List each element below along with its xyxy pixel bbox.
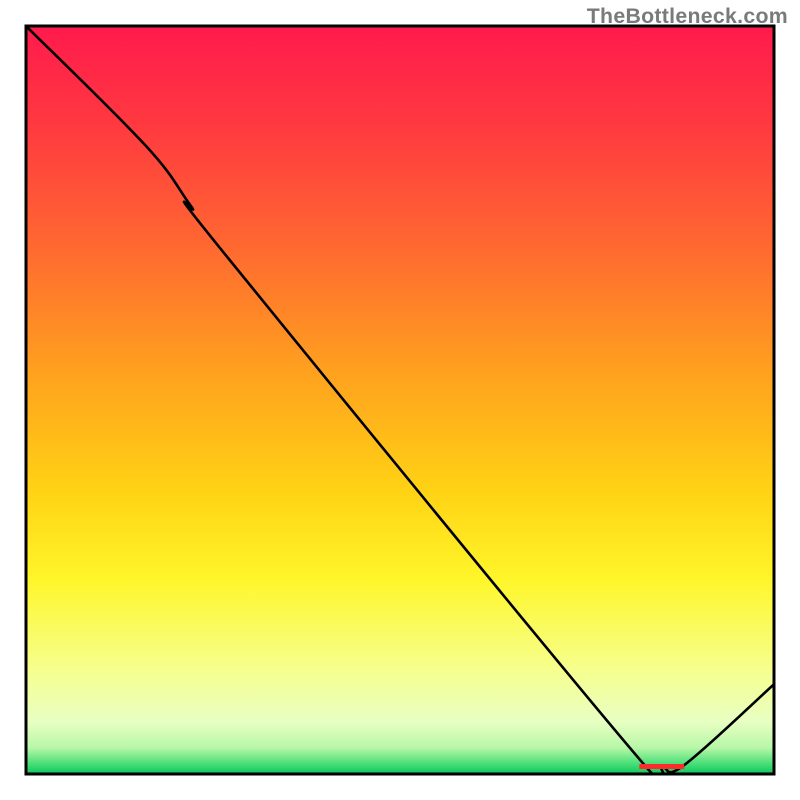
minimum-marker xyxy=(639,764,684,769)
bottleneck-chart xyxy=(0,0,800,800)
chart-root: { "watermark": { "text": "TheBottleneck.… xyxy=(0,0,800,800)
